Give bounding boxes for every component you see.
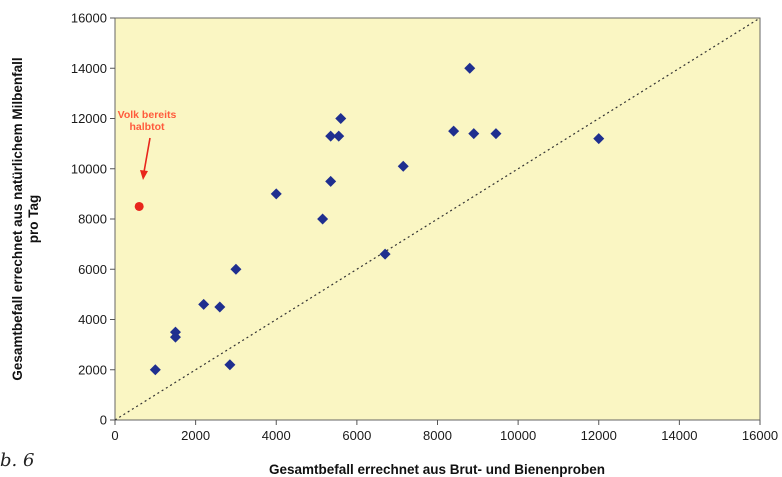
data-point [490, 128, 502, 140]
y-axis-title-line-1: Gesamtbefall errechnet aus natürlichem M… [10, 57, 25, 380]
highlight-point [134, 201, 144, 211]
annotation-arrow [143, 137, 151, 173]
x-tick-label: 6000 [342, 428, 371, 443]
data-point [325, 130, 337, 142]
data-point [198, 298, 210, 310]
y-axis-title-line-2: pro Tag [26, 195, 41, 244]
y-tick-label: 8000 [78, 212, 107, 227]
data-point [397, 160, 409, 172]
y-tick-label: 16000 [71, 11, 107, 26]
y-tick-label: 6000 [78, 262, 107, 277]
data-point [333, 130, 345, 142]
data-point [169, 331, 181, 343]
x-tick-label: 14000 [661, 428, 697, 443]
data-point [230, 263, 242, 275]
annotation: Volk bereits halbtot [118, 109, 177, 180]
reference-line [114, 17, 761, 421]
data-point [224, 359, 236, 371]
y-tick-label: 12000 [71, 111, 107, 126]
data-point [149, 364, 161, 376]
x-tick-label: 8000 [423, 428, 452, 443]
annotation-text-line-1: Volk bereits [118, 109, 177, 121]
x-tick-label: 2000 [181, 428, 210, 443]
data-point [270, 188, 282, 200]
annotation-text-line-2: halbtot [130, 121, 165, 133]
data-point [325, 175, 337, 187]
y-tick-label: 10000 [71, 161, 107, 176]
data-point [379, 248, 391, 260]
data-points [134, 62, 605, 376]
x-tick-label: 16000 [742, 428, 778, 443]
data-point [335, 113, 347, 124]
x-tick-label: 0 [111, 428, 118, 443]
figure-label: b. 6 [0, 450, 35, 471]
x-tick-label: 12000 [581, 428, 617, 443]
axis-ticks: 0 2000 4000 6000 8000 10000 12000 14000 16000 0 20… [71, 11, 778, 444]
y-tick-label: 14000 [71, 61, 107, 76]
x-axis-title: Gesamtbefall errechnet aus Brut- und Bie… [269, 462, 605, 477]
data-point [593, 133, 605, 145]
data-point [214, 301, 226, 313]
x-tick-label: 10000 [500, 428, 536, 443]
y-tick-label: 2000 [78, 362, 107, 377]
data-point [464, 62, 476, 74]
y-tick-label: 0 [100, 413, 107, 428]
x-tick-label: 4000 [262, 428, 291, 443]
y-tick-label: 4000 [78, 312, 107, 327]
data-point [468, 128, 480, 140]
annotation-arrowhead [140, 170, 148, 180]
data-point [448, 125, 460, 137]
data-point [317, 213, 329, 225]
